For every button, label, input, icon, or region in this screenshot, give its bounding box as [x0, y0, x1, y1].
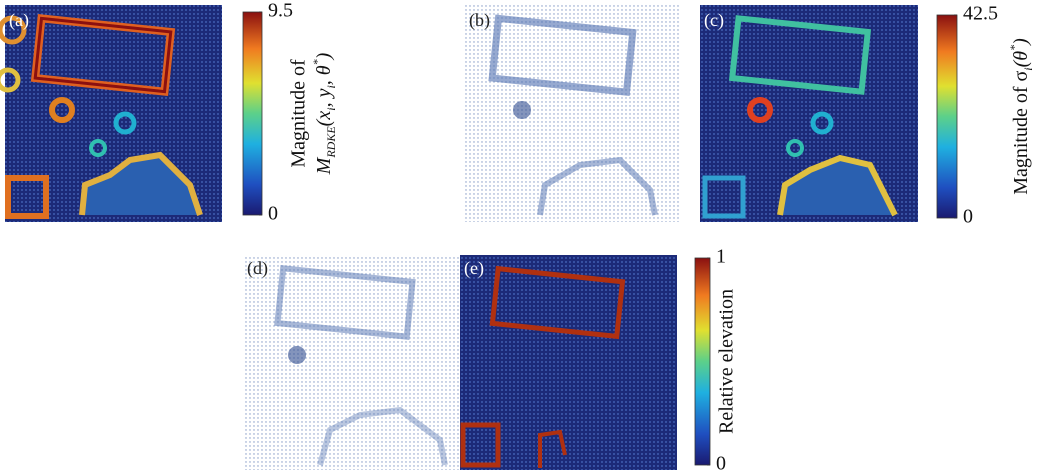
- tick-label: 0: [963, 206, 973, 228]
- colorbar: [243, 12, 262, 215]
- title-part: ): [313, 52, 335, 60]
- title-part: , θ: [313, 65, 335, 85]
- panel-label: (e): [464, 258, 484, 279]
- title-part: (θ: [1010, 51, 1032, 68]
- colorbar-title: Magnitude of: [288, 59, 310, 168]
- panel-label: (c): [704, 10, 724, 31]
- title-part: , y: [313, 88, 335, 107]
- panel-label: (d): [247, 258, 268, 279]
- tick-label: 42.5: [963, 3, 998, 25]
- tick-label: 9.5: [268, 0, 293, 22]
- colorbar-title: MRDKE(xi, yi, θ*): [310, 52, 338, 175]
- panel-label: (a): [9, 10, 29, 31]
- title-part: RDKE: [324, 126, 338, 159]
- panel-a: (a): [0, 5, 222, 222]
- title-part: M: [313, 156, 335, 175]
- title-part: ): [1010, 38, 1032, 46]
- panel-c: (c): [700, 5, 918, 222]
- tick-label: 0: [268, 203, 278, 225]
- panel-label: (b): [469, 10, 490, 31]
- colorbar: [695, 258, 710, 465]
- title-part: (x: [313, 111, 335, 127]
- panel-e: (e): [460, 255, 677, 470]
- panel-d: (d): [243, 255, 460, 470]
- tick-label: 0: [716, 453, 726, 474]
- colorbar-title: Relative elevation: [716, 289, 738, 434]
- colorbar-title: Magnitude of σi(θ*): [1007, 38, 1035, 195]
- panel-b: (b): [465, 5, 680, 222]
- title-part: Magnitude of σ: [1010, 70, 1032, 194]
- figure: (a) (b) (c) (d) (e) 9.5 0 Magnitude ofMRDK…: [0, 0, 1039, 474]
- colorbar: [937, 15, 957, 218]
- tick-label: 1: [716, 246, 726, 268]
